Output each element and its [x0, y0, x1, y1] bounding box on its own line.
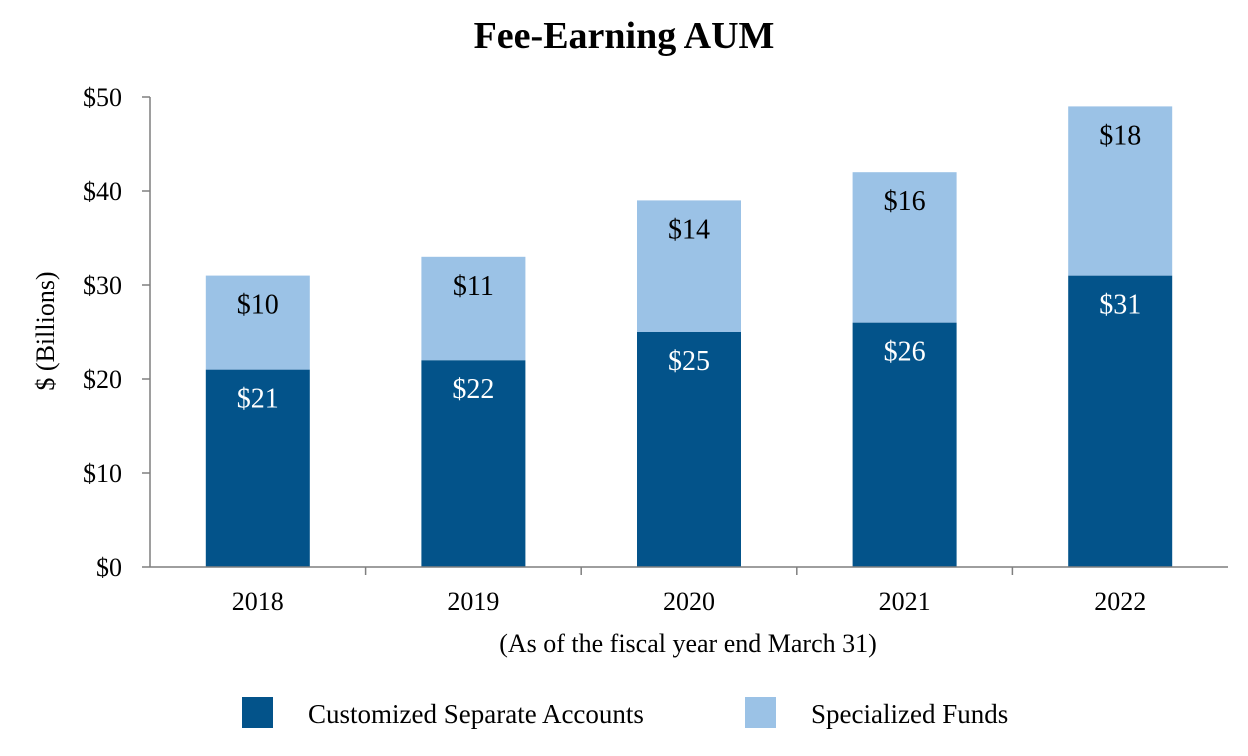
- data-label: $26: [884, 337, 926, 368]
- y-tick-label: $40: [83, 177, 122, 206]
- data-label: $14: [668, 214, 710, 245]
- bar-specialized-funds: [205, 275, 310, 370]
- chart-title: Fee-Earning AUM: [473, 15, 775, 57]
- y-tick-label: $0: [96, 553, 122, 582]
- bar-customized-separate-accounts: [1068, 275, 1173, 567]
- bars: $21 $10 $22 $11 $25 $14 $26 $16 $31 $18: [205, 106, 1173, 567]
- data-label: $16: [884, 186, 926, 217]
- data-label: $18: [1099, 120, 1141, 151]
- data-label: $10: [237, 290, 279, 321]
- y-tick-label: $20: [83, 365, 122, 394]
- legend-swatch: [242, 697, 273, 728]
- bar-customized-separate-accounts: [205, 369, 310, 567]
- legend-swatch: [745, 697, 776, 728]
- bar-specialized-funds: [1068, 106, 1173, 276]
- legend: Customized Separate Accounts Specialized …: [242, 697, 1008, 729]
- bar-specialized-funds: [637, 200, 741, 332]
- bar-customized-separate-accounts: [421, 360, 526, 567]
- y-tick-label: $30: [83, 271, 122, 300]
- data-label: $31: [1099, 290, 1141, 321]
- x-axis-title: (As of the fiscal year end March 31): [499, 629, 877, 658]
- x-tick-label: 2021: [879, 587, 931, 616]
- bar-specialized-funds: [852, 172, 957, 323]
- y-axis: $0 $10 $20 $30 $40 $50: [83, 83, 151, 582]
- y-tick-label: $10: [83, 459, 122, 488]
- x-tick-label: 2022: [1094, 587, 1146, 616]
- x-tick-label: 2020: [663, 587, 715, 616]
- data-label: $11: [453, 271, 494, 302]
- y-tick-label: $50: [83, 83, 122, 112]
- data-label: $25: [668, 346, 710, 377]
- x-axis: 2018 2019 2020 2021 2022: [150, 566, 1228, 616]
- data-label: $22: [452, 374, 494, 405]
- bar-customized-separate-accounts: [852, 322, 957, 567]
- bar-customized-separate-accounts: [637, 332, 741, 567]
- x-tick-label: 2019: [447, 587, 499, 616]
- legend-item-specialized-funds: Specialized Funds: [811, 699, 1008, 729]
- y-axis-title: $ (Billions): [31, 271, 60, 390]
- bar-specialized-funds: [421, 256, 526, 361]
- legend-item-customized-separate-accounts: Customized Separate Accounts: [308, 699, 644, 729]
- data-label: $21: [237, 384, 279, 415]
- x-tick-label: 2018: [232, 587, 284, 616]
